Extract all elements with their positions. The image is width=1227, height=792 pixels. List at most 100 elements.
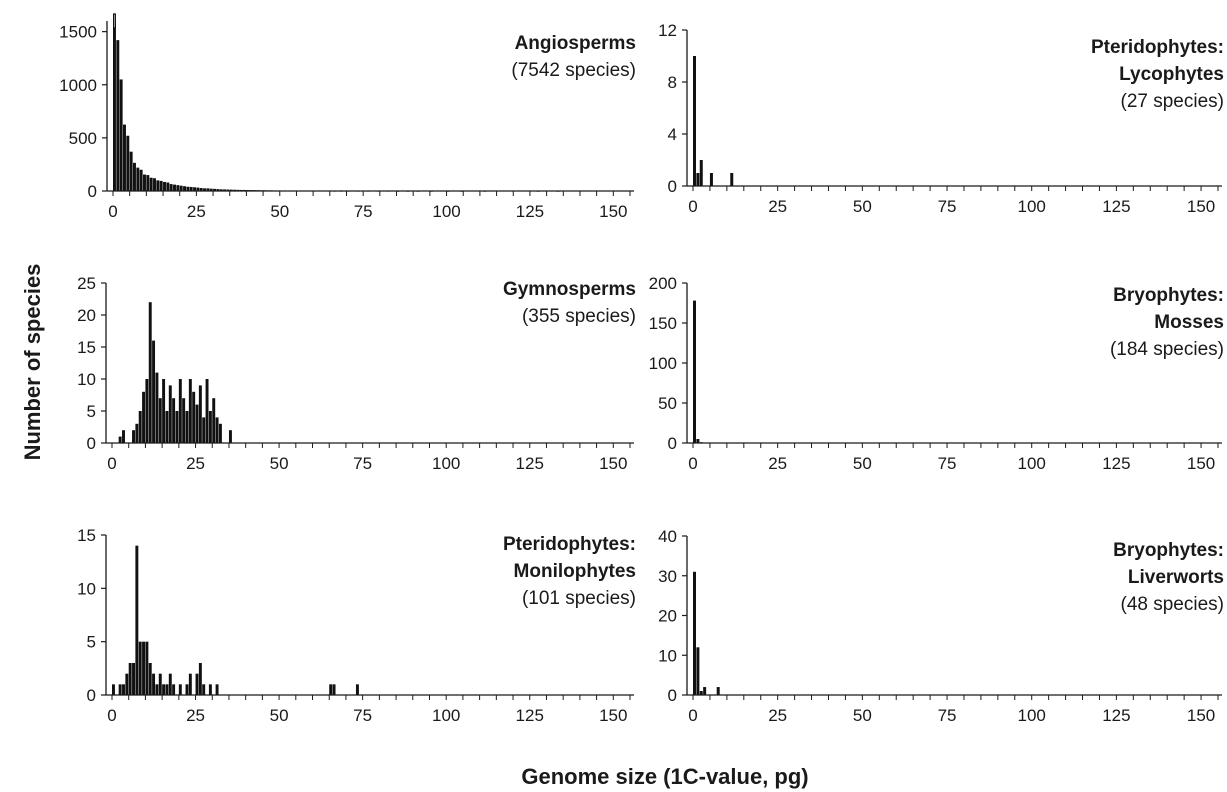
x-tick-label: 50 [853,197,872,216]
y-tick-label: 15 [77,526,96,545]
x-tick-label: 75 [938,197,957,216]
histogram-bar [128,663,132,695]
y-tick-label: 4 [668,125,677,144]
x-tick-label: 0 [107,454,116,473]
panel-title: Angiosperms [515,33,636,54]
histogram-bar [118,684,122,695]
histogram-bar [186,186,190,191]
species-count-label: (355 species) [522,306,636,327]
y-tick-label: 0 [87,434,96,453]
histogram-bar [126,135,130,191]
x-tick-label: 50 [853,706,872,725]
y-tick-label: 15 [77,338,96,357]
histogram-bar [693,56,696,186]
histogram-bar [213,188,216,192]
panel-title: Pteridophytes: [503,534,636,555]
y-tick-label: 50 [658,394,677,413]
histogram-bar [332,684,336,695]
histogram-bar [136,167,140,192]
histogram-bar [193,187,196,191]
species-count-label: (101 species) [522,588,636,609]
histogram-bar [139,169,143,191]
x-tick-label: 100 [1018,197,1046,216]
species-count-label: (7542 species) [511,60,636,81]
panel-title: Mosses [1154,312,1224,333]
histogram-bar [185,411,189,443]
histogram-bar [125,673,129,695]
histogram-bar [155,372,159,443]
histogram-bar [699,691,703,695]
histogram-bar [198,663,202,695]
histogram-bar [693,571,696,695]
histogram-bar [208,684,212,695]
histogram-bar [192,391,196,443]
x-tick-label: 100 [1018,706,1046,725]
y-tick-label: 1000 [59,76,97,95]
x-tick-label: 25 [186,706,205,725]
histogram-bar [216,189,220,191]
panel-liverworts: 0 25 50 75 100 125 150 0 10 20 30 40 Bryophytes: Live… [658,527,1224,725]
histogram-bar [113,21,116,191]
x-tick-label: 125 [1102,706,1130,725]
x-tick-label: 75 [938,454,957,473]
histogram-bar [172,684,176,695]
histogram-bar [142,641,146,695]
histogram-bar [202,417,206,443]
x-tick-label: 25 [768,706,787,725]
histogram-bar [119,79,123,191]
y-tick-label: 20 [658,607,677,626]
histogram-bar [122,430,125,443]
histogram-bar [178,379,182,443]
histogram-bar [146,175,150,191]
histogram-bar [215,684,219,695]
panel-monilophytes: 0 25 50 75 100 125 150 0 5 10 15 Pteridophytes: Moni… [77,526,636,725]
histogram-bar [132,430,135,443]
histogram-bar [178,684,182,695]
y-tick-label: 10 [658,646,677,665]
x-tick-label: 150 [1187,197,1215,216]
histogram-bar [176,185,180,191]
histogram-bar-overflow [112,13,116,29]
x-tick-label: 150 [599,202,627,221]
y-tick-label: 0 [87,686,96,705]
x-tick-label: 75 [354,202,373,221]
histogram-bar [138,411,142,443]
histogram-bar [205,379,209,443]
x-tick-label: 150 [1187,454,1215,473]
histogram-bar [148,663,152,695]
histogram-bar [132,663,135,695]
panel-gymnosperms: 0 25 50 75 100 125 150 0 5 10 15 20 25 Gymnosperms (35… [77,274,636,473]
histogram-bar [195,673,199,695]
histogram-bar [179,185,183,191]
x-tick-label: 125 [516,454,544,473]
x-tick-label: 150 [599,706,627,725]
x-tick-label: 125 [516,202,544,221]
x-tick-label: 0 [688,454,697,473]
histogram-bar [169,184,173,191]
histogram-bar [142,391,146,443]
x-tick-label: 50 [270,706,289,725]
species-count-label: (27 species) [1121,91,1225,112]
histogram-bar [215,417,219,443]
histogram-bar [133,162,136,191]
histogram-bar [182,398,186,443]
histogram-bar [129,151,133,191]
histogram-bar [219,189,223,191]
histogram-bar [206,188,210,191]
histogram-bar [709,173,713,186]
x-axis-title: Genome size (1C-value, pg) [521,764,808,789]
x-tick-label: 75 [353,706,372,725]
histogram-bar [189,186,193,191]
histogram-bar [165,411,169,443]
y-tick-label: 200 [649,274,677,293]
histogram-bar [209,188,213,191]
histogram-bar [208,411,212,443]
x-tick-label: 100 [1018,454,1046,473]
y-tick-label: 10 [77,579,96,598]
y-tick-label: 25 [77,274,96,293]
histogram-bar [188,673,192,695]
histogram-bar [716,687,720,695]
histogram-bar [198,385,202,443]
histogram-bar [112,684,115,695]
x-tick-label: 0 [688,706,697,725]
